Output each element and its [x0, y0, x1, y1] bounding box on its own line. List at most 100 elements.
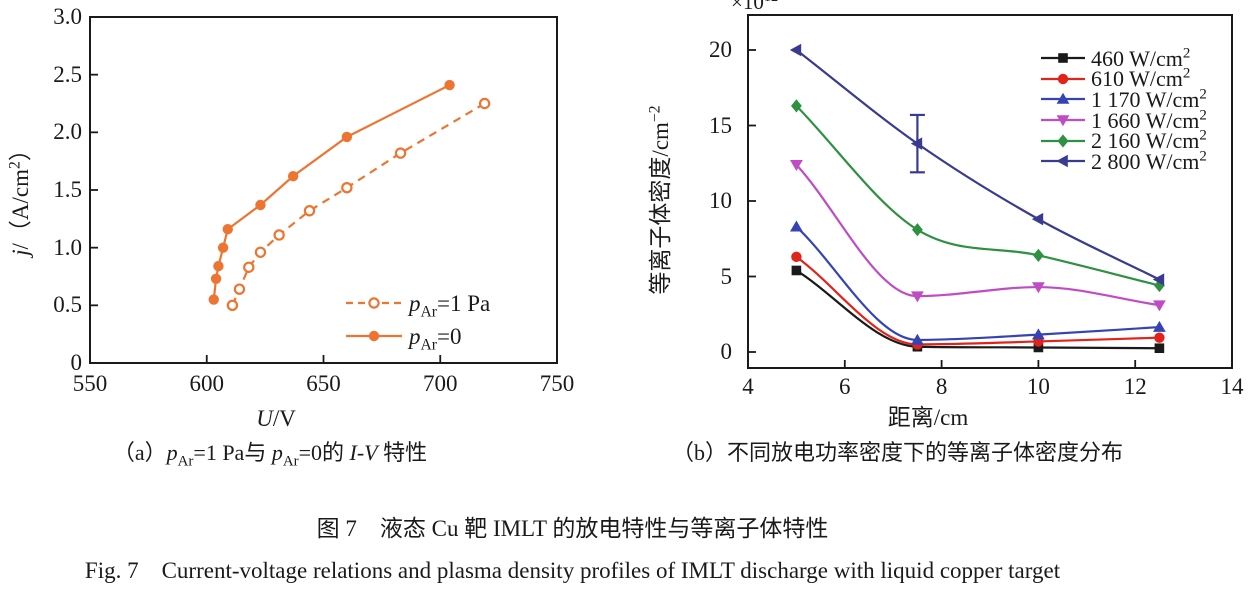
chart-b-legend-row: 2 160 W/cm2	[1040, 127, 1207, 154]
chart-a-series-0-marker	[233, 283, 246, 295]
chart-b-x-axis-title: 距离/cm	[887, 405, 969, 430]
triangle-left-marker-icon	[1056, 155, 1068, 168]
chart-b-x-tick-label: 8	[935, 374, 948, 399]
chart-a-y-tick-label: 0.5	[53, 292, 82, 318]
chart-b-series-1-marker	[1154, 332, 1165, 343]
chart-a-x-tick-label: 550	[72, 371, 108, 396]
chart-a-y-tick-label: 2.0	[53, 119, 82, 145]
chart-a-series-0-marker	[303, 205, 316, 217]
chart-a-series-0-line	[231, 102, 486, 306]
chart-a-x-tick-label: 700	[423, 371, 458, 396]
chart-b-legend-sample	[1041, 53, 1085, 64]
chart-b-legend-label: 1 170 W/cm2	[1091, 86, 1207, 112]
chart-b-series-0-curve	[795, 269, 1160, 350]
chart-b-series-4-marker	[1154, 278, 1165, 293]
chart-b-legend-row: 1 170 W/cm2	[1040, 86, 1207, 112]
chart-b-series-5-marker	[910, 137, 923, 150]
chart-a-series-1-marker	[222, 224, 233, 235]
chart-b-legend-sample	[1041, 73, 1085, 85]
chart-b-legend-label: 460 W/cm2	[1091, 45, 1191, 71]
open-circle-marker-icon	[368, 297, 380, 309]
chart-a-legend-label: pAr=0	[409, 323, 462, 354]
chart-b-series-3-curve	[795, 164, 1160, 307]
chart-b-legend-row: 2 800 W/cm2	[1040, 148, 1207, 174]
chart-b-series-1-marker	[791, 251, 802, 263]
chart-b-x-tick-label: 14	[1220, 374, 1244, 399]
chart-b-y-tick-label: 5	[720, 263, 733, 289]
chart-b-x-tick-label: 12	[1123, 374, 1147, 399]
chart-b-series-3-marker	[790, 159, 803, 171]
chart-a-series-1-marker	[213, 260, 224, 272]
chart-b-y-tick-label: 15	[709, 112, 732, 138]
chart-a-x-tick-label: 650	[306, 371, 341, 396]
chart-b-legend-label: 1 660 W/cm2	[1091, 107, 1207, 133]
chart-b-series-3-marker	[911, 291, 924, 303]
triangle-down-marker-icon	[1056, 115, 1070, 127]
chart-b-legend-label: 610 W/cm2	[1091, 66, 1191, 92]
chart-a-legend-label: pAr=1 Pa	[409, 290, 491, 321]
chart-b-legend-row: 610 W/cm2	[1040, 66, 1207, 92]
chart-b-series-2-curve	[795, 225, 1160, 342]
chart-a-series-0-marker	[341, 181, 353, 194]
chart-b-legend-row: 1 660 W/cm2	[1040, 107, 1207, 133]
chart-a-series-1-marker	[341, 131, 353, 143]
chart-a-legend-row: pAr=0	[345, 323, 462, 354]
chart-b-series-2-marker	[1032, 328, 1045, 340]
chart-b-series-4-marker	[912, 223, 923, 237]
chart-b-series-1-curve	[795, 255, 1160, 346]
chart-a-legend-sample	[346, 330, 402, 342]
chart-a-legend-row: pAr=1 Pa	[345, 290, 491, 321]
chart-a-series-0-marker	[273, 229, 285, 241]
figure-caption-chinese: 图 7 液态 Cu 靶 IMLT 的放电特性与等离子体特性	[316, 516, 829, 541]
chart-b-legend-sample	[1041, 155, 1085, 168]
chart-b-series-4-curve	[795, 105, 1160, 287]
chart-b-y-axis-title: 等离子体密度/cm−2	[646, 105, 673, 295]
circle-marker-icon	[1057, 73, 1069, 85]
chart-a-y-tick-label: 0	[70, 350, 83, 375]
chart-a-legend-sample	[346, 297, 402, 309]
chart-a-series-0-marker	[226, 299, 239, 312]
chart-b-x-tick-label: 4	[742, 374, 754, 399]
chart-b-legend-sample	[1041, 134, 1085, 148]
diamond-marker-icon	[1057, 134, 1069, 148]
chart-a-x-tick-label: 600	[189, 371, 225, 396]
chart-b-legend-row: 460 W/cm2	[1040, 45, 1207, 71]
chart-b-series-5-marker	[1152, 273, 1165, 286]
chart-a-x-axis-title: U/V	[256, 406, 296, 431]
chart-b-series-3-marker	[1032, 282, 1045, 294]
subcaption-b: （b）不同放电功率密度下的等离子体密度分布	[672, 440, 1124, 465]
figure-caption-english: Fig. 7 Current-voltage relations and pla…	[84, 558, 1061, 583]
chart-b-series-2-marker	[1153, 320, 1166, 332]
chart-a-y-axis-title: j/（A/cm2）	[6, 138, 33, 256]
chart-a-series-0-marker	[254, 246, 267, 258]
chart-b-series-4-marker	[791, 99, 802, 113]
filled-circle-marker-icon	[368, 330, 380, 342]
chart-b-y-tick-label: 10	[709, 188, 732, 213]
chart-b-legend-sample	[1041, 93, 1085, 105]
chart-a-series-1-marker	[287, 170, 299, 182]
chart-b-series-3-marker	[1153, 300, 1166, 312]
chart-a-series-0-marker	[394, 147, 407, 159]
chart-a-y-tick-label: 1.5	[53, 177, 82, 202]
chart-b-series-5-marker	[1031, 212, 1044, 226]
chart-b-x-tick-label: 6	[839, 374, 851, 399]
chart-b-frame	[747, 14, 1233, 369]
subcaption-a: （a）pAr=1 Pa与 pAr=0的 I-V 特性	[112, 440, 428, 470]
chart-a-series-0-marker	[243, 261, 255, 273]
triangle-up-marker-icon	[1056, 93, 1070, 105]
chart-b-series-5-curve	[795, 49, 1160, 281]
chart-a-series-1-marker	[444, 79, 455, 91]
chart-a-series-0-marker	[478, 97, 491, 110]
chart-a-y-tick-label: 1.0	[53, 234, 82, 260]
chart-a-series-1-marker	[208, 294, 219, 305]
chart-b-legend-label: 2 800 W/cm2	[1091, 148, 1207, 174]
chart-a-y-tick-label: 3.0	[53, 4, 82, 29]
chart-b-y-tick-label: 0	[720, 339, 733, 364]
chart-b-x-tick-label: 10	[1026, 374, 1050, 399]
chart-a-y-tick-label: 2.5	[53, 61, 82, 87]
chart-b-series-4-marker	[1033, 248, 1044, 262]
chart-b-legend-label: 2 160 W/cm2	[1091, 127, 1207, 154]
